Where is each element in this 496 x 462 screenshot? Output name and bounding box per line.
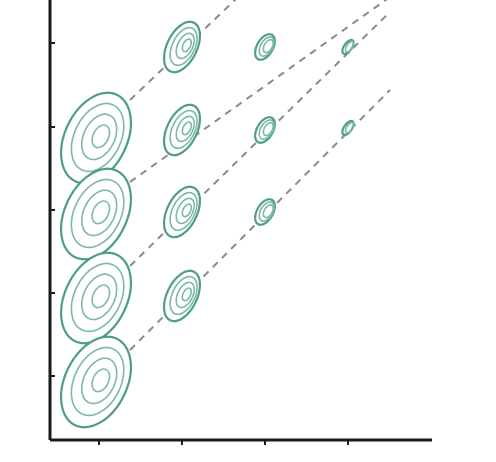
contour-ring <box>169 26 198 67</box>
contour-ring <box>181 287 193 302</box>
contour-ring <box>344 121 355 134</box>
contour-ring <box>169 109 198 150</box>
diagonal-guide <box>129 0 237 101</box>
contour-ring <box>262 121 275 137</box>
contour-cell-r4-c2 <box>162 269 202 323</box>
contour-ring <box>262 203 275 219</box>
contour-ring <box>254 116 276 144</box>
contour-ring <box>59 251 133 345</box>
contour-ring <box>91 200 111 225</box>
contour-ring <box>181 38 193 53</box>
contour-ring <box>91 368 111 393</box>
contour-ring <box>344 40 355 53</box>
contour-ring <box>91 124 111 149</box>
contour-ring <box>91 284 111 309</box>
contour-ring <box>258 119 275 140</box>
contour-ring <box>80 113 118 161</box>
contour-cell-r2-c4 <box>341 119 355 137</box>
contour-ring <box>181 121 193 136</box>
contour-ring <box>258 36 275 57</box>
axes <box>48 0 432 442</box>
contour-ring <box>70 346 125 417</box>
contour-cell-r2-c3 <box>254 116 276 144</box>
contour-cell-r3-c3 <box>254 198 276 226</box>
contour-cell-r1-c1 <box>59 91 133 185</box>
contour-ring <box>59 335 133 429</box>
contour-ring <box>169 191 198 232</box>
contour-ring <box>254 198 276 226</box>
contour-ring <box>70 102 125 173</box>
contour-ring <box>80 357 118 405</box>
contour-ring <box>175 32 195 60</box>
contour-ring <box>258 201 275 222</box>
contour-ellipse-grid <box>59 20 355 429</box>
contour-cell-r1-c4 <box>341 38 355 56</box>
contour-cell-r1-c2 <box>162 20 202 74</box>
contour-ring <box>70 262 125 333</box>
axis-ticks <box>50 42 349 445</box>
contour-ring <box>80 189 118 237</box>
contour-ring <box>59 167 133 261</box>
contour-cell-r1-c3 <box>254 33 276 61</box>
contour-cell-r3-c2 <box>162 185 202 239</box>
contour-ring <box>175 115 195 143</box>
contour-ring <box>169 275 198 316</box>
contour-cell-r4-c1 <box>59 335 133 429</box>
contour-ring <box>59 91 133 185</box>
contour-ring <box>262 38 275 54</box>
contour-cell-r3-c1 <box>59 251 133 345</box>
contour-cell-r2-c2 <box>162 103 202 157</box>
contour-cell-r2-c1 <box>59 167 133 261</box>
contour-ring <box>254 33 276 61</box>
contour-ring <box>70 178 125 249</box>
contour-ring <box>175 281 195 309</box>
contour-ring <box>181 203 193 218</box>
contour-ring <box>175 197 195 225</box>
contour-ring <box>80 273 118 321</box>
